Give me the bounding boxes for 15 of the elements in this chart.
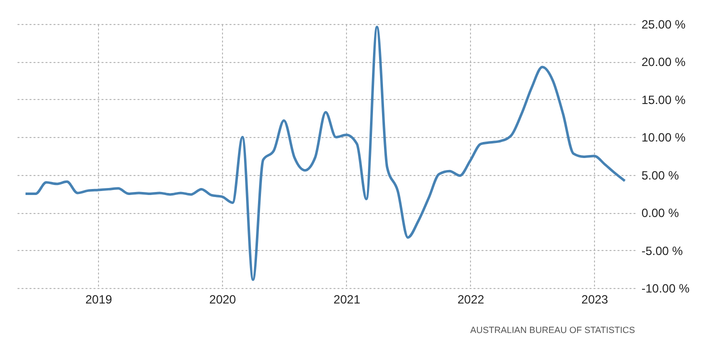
x-tick-label: 2020 <box>209 292 236 306</box>
line-series <box>24 26 626 281</box>
x-tick-label: 2021 <box>334 292 361 306</box>
y-tick-label: -5.00 % <box>642 244 684 258</box>
y-tick-label: 25.00 % <box>642 18 686 32</box>
x-tick-label: 2022 <box>457 292 484 306</box>
y-tick-label: 0.00 % <box>642 206 680 220</box>
y-tick-label: 10.00 % <box>642 130 686 145</box>
y-tick-label: -10.00 % <box>642 282 690 296</box>
x-tick-label: 2019 <box>85 292 112 306</box>
y-tick-label: 15.00 % <box>642 92 686 107</box>
x-tick-label: 2023 <box>581 292 608 306</box>
text: AUSTRALIAN BUREAU OF STATISTICS <box>470 325 635 335</box>
y-tick-label: 5.00 % <box>642 168 680 182</box>
y-tick-label: 20.00 % <box>642 55 686 70</box>
